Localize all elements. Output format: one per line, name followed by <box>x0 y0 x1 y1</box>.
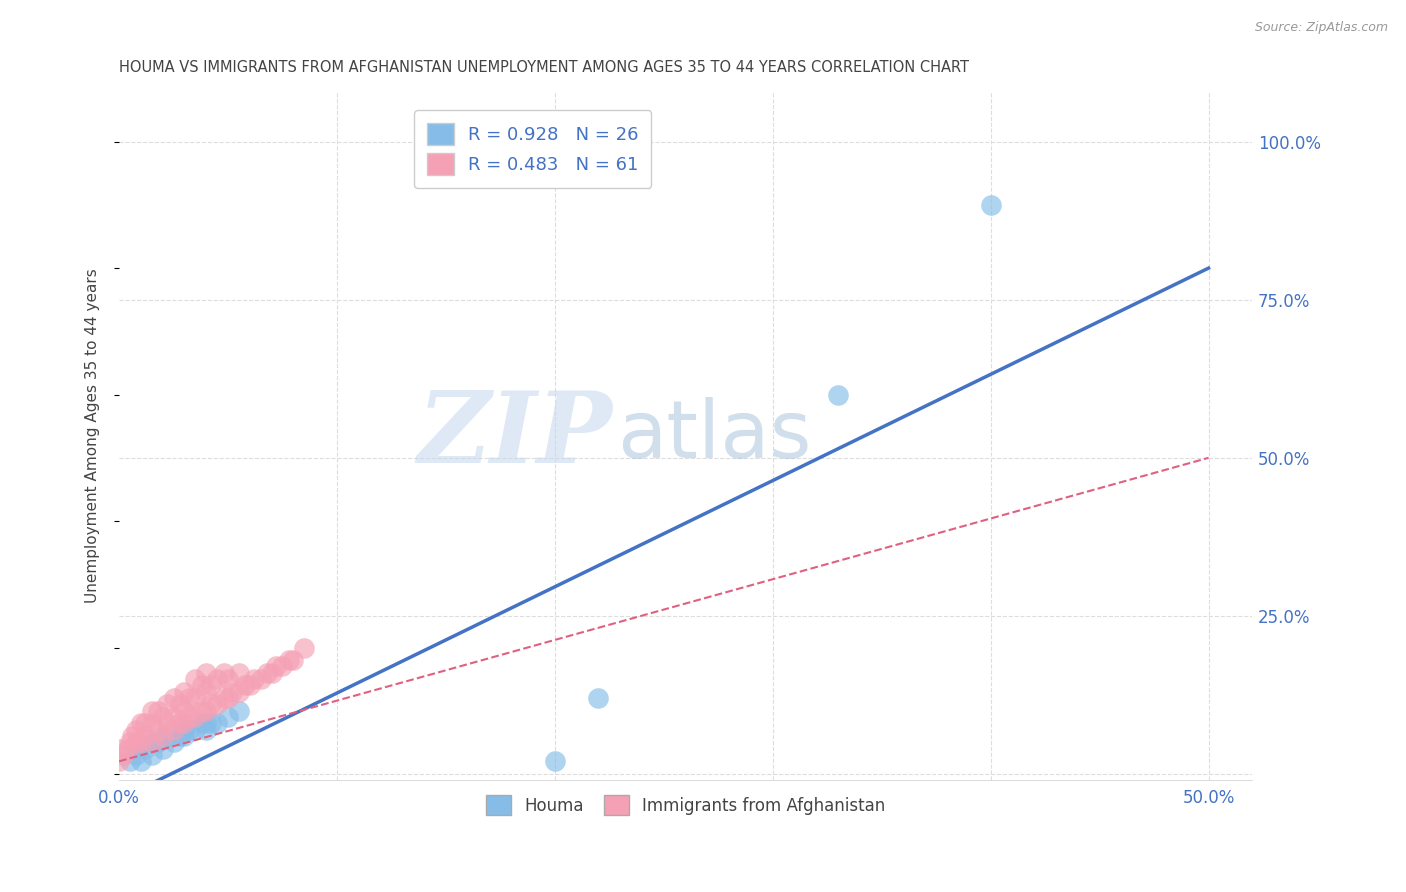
Point <box>108 755 131 769</box>
Point <box>108 741 131 756</box>
Point <box>212 665 235 680</box>
Text: Source: ZipAtlas.com: Source: ZipAtlas.com <box>1254 21 1388 34</box>
Point <box>125 747 148 762</box>
Point <box>129 716 152 731</box>
Point <box>173 729 195 743</box>
Point <box>256 665 278 680</box>
Point <box>184 691 207 706</box>
Point <box>195 685 218 699</box>
Point <box>184 723 207 737</box>
Text: atlas: atlas <box>617 397 813 475</box>
Point <box>191 678 214 692</box>
Point <box>173 723 195 737</box>
Point <box>184 672 207 686</box>
Point <box>118 755 141 769</box>
Point <box>200 698 222 712</box>
Point <box>228 685 250 699</box>
Point <box>169 716 191 731</box>
Point <box>212 691 235 706</box>
Point <box>243 672 266 686</box>
Point <box>264 659 287 673</box>
Point <box>156 716 179 731</box>
Point <box>184 710 207 724</box>
Point <box>169 698 191 712</box>
Point <box>827 387 849 401</box>
Point <box>980 198 1002 212</box>
Point <box>235 678 257 692</box>
Point <box>195 723 218 737</box>
Point <box>134 716 156 731</box>
Point <box>588 691 610 706</box>
Point <box>177 691 200 706</box>
Legend: Houma, Immigrants from Afghanistan: Houma, Immigrants from Afghanistan <box>478 787 894 823</box>
Point <box>118 735 141 749</box>
Point <box>169 729 191 743</box>
Point <box>173 716 195 731</box>
Point <box>125 735 148 749</box>
Point <box>217 672 239 686</box>
Point <box>228 665 250 680</box>
Point <box>141 704 163 718</box>
Point <box>249 672 271 686</box>
Point <box>152 741 174 756</box>
Point <box>283 653 305 667</box>
Point <box>156 698 179 712</box>
Point <box>121 729 143 743</box>
Point <box>162 735 184 749</box>
Point <box>134 741 156 756</box>
Point <box>217 691 239 706</box>
Point <box>152 710 174 724</box>
Point <box>228 704 250 718</box>
Point <box>148 735 170 749</box>
Text: HOUMA VS IMMIGRANTS FROM AFGHANISTAN UNEMPLOYMENT AMONG AGES 35 TO 44 YEARS CORR: HOUMA VS IMMIGRANTS FROM AFGHANISTAN UNE… <box>120 60 969 75</box>
Point <box>195 704 218 718</box>
Point <box>148 704 170 718</box>
Point <box>205 698 228 712</box>
Y-axis label: Unemployment Among Ages 35 to 44 years: Unemployment Among Ages 35 to 44 years <box>86 268 100 603</box>
Point <box>191 704 214 718</box>
Point <box>112 747 135 762</box>
Point <box>217 710 239 724</box>
Point <box>200 716 222 731</box>
Point <box>141 735 163 749</box>
Point <box>134 729 156 743</box>
Point <box>162 723 184 737</box>
Point <box>129 755 152 769</box>
Point <box>156 729 179 743</box>
Point <box>200 678 222 692</box>
Point <box>177 710 200 724</box>
Point <box>260 665 283 680</box>
Point <box>148 723 170 737</box>
Point <box>162 710 184 724</box>
Text: ZIP: ZIP <box>418 387 612 484</box>
Point <box>292 640 315 655</box>
Point <box>141 716 163 731</box>
Point <box>195 665 218 680</box>
Point <box>191 716 214 731</box>
Point <box>221 685 243 699</box>
Point <box>173 704 195 718</box>
Point <box>177 723 200 737</box>
Point <box>141 747 163 762</box>
Point <box>205 672 228 686</box>
Point <box>544 755 567 769</box>
Point <box>239 678 262 692</box>
Point <box>117 741 139 756</box>
Point <box>271 659 294 673</box>
Point <box>278 653 301 667</box>
Point <box>152 729 174 743</box>
Point <box>141 735 163 749</box>
Point <box>125 723 148 737</box>
Point <box>129 735 152 749</box>
Point <box>195 716 218 731</box>
Point <box>162 691 184 706</box>
Point <box>173 685 195 699</box>
Point <box>205 716 228 731</box>
